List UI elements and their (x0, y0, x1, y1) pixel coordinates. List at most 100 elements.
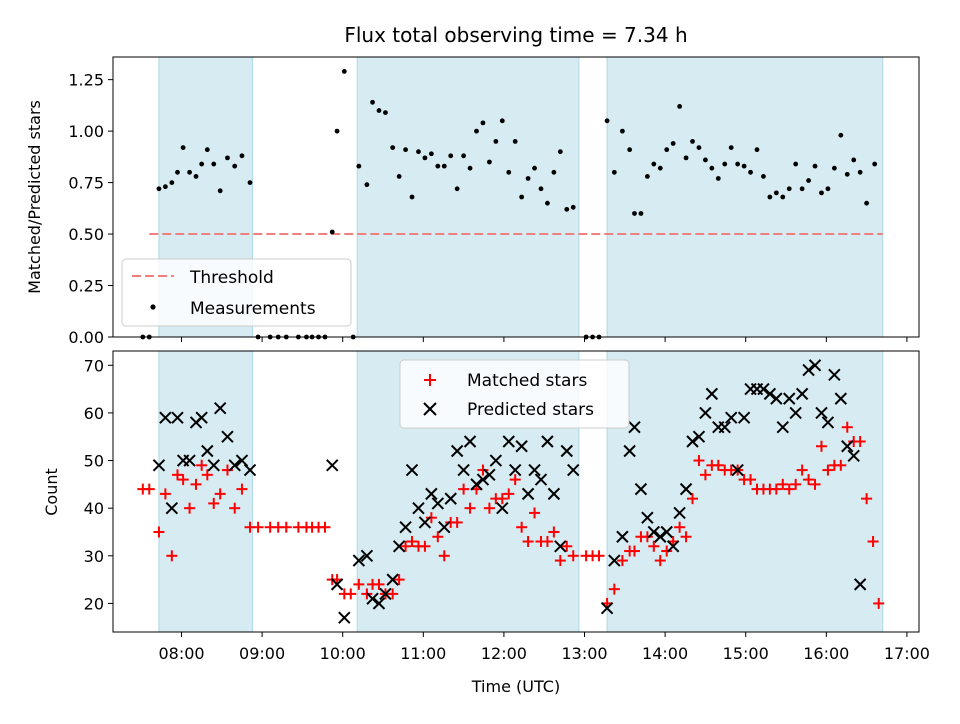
predicted-star-point (207, 459, 220, 472)
measurement-point (416, 149, 421, 155)
measurement-point (793, 161, 799, 167)
measurement-point (341, 69, 347, 74)
predicted-star-point (541, 435, 554, 448)
predicted-star-point (770, 392, 783, 405)
matched-star-point (770, 483, 782, 495)
measurement-point (570, 204, 576, 210)
measurement-point (519, 194, 525, 200)
shaded-interval-1 (158, 350, 253, 633)
matched-star-point (451, 516, 463, 528)
measurement-point (480, 120, 486, 126)
legend-predicted-swatch (423, 402, 437, 416)
measurement-point (709, 165, 715, 171)
predicted-star-point (815, 406, 828, 420)
measurement-point (715, 176, 721, 181)
matched-star-point (593, 550, 605, 562)
xtick-label: 14:00 (642, 644, 688, 663)
measurement-point (670, 141, 676, 146)
predicted-star-point (521, 487, 535, 501)
xtick-label: 15:00 (723, 644, 769, 663)
predicted-star-point (828, 368, 841, 382)
matched-star-point (608, 583, 620, 595)
predicted-star-point (699, 406, 712, 420)
measurement-point (696, 145, 702, 150)
measurement-point (390, 145, 396, 150)
measurement-point (551, 169, 557, 175)
measurement-point (532, 165, 537, 171)
matched-star-point (548, 526, 560, 538)
xtick-label: 08:00 (158, 644, 204, 663)
matched-star-point (790, 478, 802, 490)
measurement-point (664, 147, 670, 153)
predicted-star-point (352, 554, 366, 567)
matched-star-point (699, 469, 711, 481)
predicted-star-point (554, 540, 567, 553)
legend-matched-label: Matched stars (467, 371, 587, 391)
measurement-point (409, 194, 415, 200)
matched-star-point (654, 555, 666, 567)
predicted-star-point (463, 435, 477, 448)
matched-star-point (693, 455, 705, 467)
measurement-point (819, 190, 824, 196)
measurement-point (741, 163, 747, 169)
predicted-star-point (360, 549, 374, 563)
measurement-point (872, 161, 878, 167)
legend-measurements-swatch (150, 304, 156, 310)
predicted-star-point (171, 411, 184, 424)
measurement-point (754, 147, 760, 153)
measurement-point (156, 186, 162, 192)
top-panel: 0.00 0.25 0.50 0.75 1.00 1.25 Matched/Predict… (25, 56, 920, 347)
measurement-point (748, 169, 753, 175)
predicted-star-point (847, 449, 860, 462)
matched-star-point (641, 531, 653, 543)
xtick-label: 09:00 (239, 644, 285, 663)
x-axis-label: Time (UTC) (471, 677, 560, 696)
measurement-point (651, 161, 657, 167)
matched-star-point (835, 459, 847, 471)
matched-star-point (464, 502, 476, 514)
measurement-point (487, 159, 492, 165)
top-legend-box (121, 258, 352, 327)
measurement-point (435, 163, 441, 169)
predicted-star-point (757, 382, 770, 396)
top-y-ticks: 0.00 0.25 0.50 0.75 1.00 1.25 (68, 71, 113, 347)
matched-star-point (373, 578, 385, 590)
matched-star-point (406, 536, 418, 548)
measurement-point (493, 139, 499, 144)
measurement-point (677, 104, 683, 109)
predicted-star-point (802, 363, 815, 377)
matched-star-point (803, 474, 815, 486)
measurement-point (564, 206, 570, 212)
predicted-star-point (183, 454, 196, 467)
predicted-star-point (634, 482, 648, 496)
measurement-point (557, 149, 563, 155)
measurement-point (364, 182, 370, 188)
matched-star-point (153, 526, 165, 538)
matched-star-point (616, 555, 628, 567)
matched-star-point (541, 536, 553, 548)
xtick-label: 11:00 (400, 644, 446, 663)
predicted-star-point (654, 530, 667, 543)
matched-star-point (628, 545, 640, 557)
xtick-label: 12:00 (481, 644, 527, 663)
predicted-star-point (718, 420, 731, 434)
measurement-point (728, 145, 734, 150)
chart-title: Flux total observing time = 7.34 h (344, 23, 687, 47)
predicted-star-point (444, 492, 457, 505)
measurement-point (851, 157, 857, 163)
measurement-point (428, 151, 434, 157)
matched-star-point (143, 483, 155, 495)
predicted-star-point (405, 463, 419, 477)
measurement-point (499, 118, 505, 124)
xtick-label: 17:00 (884, 644, 930, 663)
measurement-point (512, 139, 518, 144)
predicted-star-point (737, 411, 751, 424)
matched-star-point (529, 507, 541, 519)
measurement-point (461, 153, 467, 159)
predicted-star-point (228, 459, 241, 472)
measurement-point (632, 211, 637, 216)
predicted-star-point (841, 440, 854, 453)
matched-star-point (166, 550, 178, 562)
measurement-point (786, 186, 792, 192)
predicted-star-point (412, 501, 425, 515)
